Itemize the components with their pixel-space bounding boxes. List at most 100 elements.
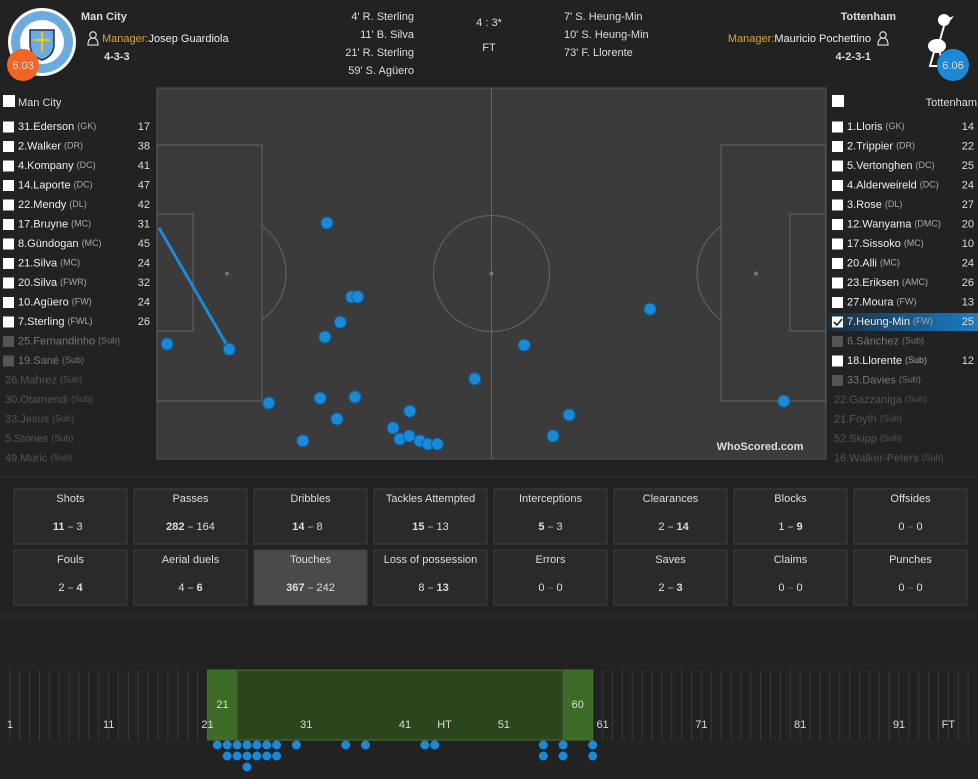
player: 17.Bruyne (MC) bbox=[18, 218, 91, 230]
stat-label: Offsides bbox=[890, 493, 931, 505]
timeline-tick-label: 51 bbox=[498, 719, 510, 731]
timeline-event bbox=[232, 751, 242, 761]
player-touches: 12 bbox=[962, 355, 974, 367]
stat-home: 0 bbox=[898, 521, 904, 533]
player: 20.Silva (FWR) bbox=[18, 277, 87, 289]
touch bbox=[296, 434, 310, 448]
player-name: 8.Gündogan bbox=[18, 238, 79, 250]
checkbox bbox=[832, 219, 843, 230]
player-touches: 32 bbox=[138, 277, 150, 289]
player-touches: 26 bbox=[138, 316, 150, 328]
six-yard-box bbox=[156, 213, 194, 332]
player: 26.Mahrez (Sub) bbox=[5, 374, 82, 386]
player: 18.Llorente (Sub) bbox=[847, 355, 927, 367]
player-position: (MC) bbox=[60, 258, 80, 268]
player: 1.Lloris (GK) bbox=[847, 121, 904, 133]
home-team-name: Man City bbox=[81, 11, 128, 23]
touch bbox=[562, 408, 576, 422]
player-touches: 24 bbox=[138, 257, 150, 269]
timeline-event bbox=[242, 740, 252, 750]
home-manager: Manager:Josep Guardiola bbox=[102, 33, 229, 45]
checkbox bbox=[3, 336, 14, 347]
player: 21.Silva (MC) bbox=[18, 257, 80, 269]
player-position: (MC) bbox=[904, 238, 924, 248]
player: 2.Walker (DR) bbox=[18, 140, 83, 152]
player-touches: 24 bbox=[962, 257, 974, 269]
timeline-event bbox=[242, 751, 252, 761]
centre-spot bbox=[489, 271, 494, 276]
player-position: (Sub) bbox=[60, 375, 82, 385]
timeline-event bbox=[252, 740, 262, 750]
player-name: 3.Rose bbox=[847, 199, 882, 211]
manager-icon bbox=[877, 31, 889, 46]
player-name: 2.Trippier bbox=[847, 140, 893, 152]
player: 4.Kompany (DC) bbox=[18, 160, 96, 172]
stat-away: 4 bbox=[77, 582, 84, 594]
checkbox bbox=[3, 258, 14, 269]
range-start-label: 21 bbox=[216, 699, 228, 711]
timeline-event bbox=[430, 740, 440, 750]
timeline-event bbox=[252, 751, 262, 761]
timeline-tick-label: 31 bbox=[300, 719, 312, 731]
touch bbox=[160, 337, 174, 351]
player-position: (FW) bbox=[72, 297, 92, 307]
player-name: 16.Walker-Peters bbox=[834, 452, 919, 464]
stat-away: 6 bbox=[197, 582, 203, 594]
player-name: 17.Sissoko bbox=[847, 238, 901, 250]
stat-label: Aerial duels bbox=[162, 554, 220, 566]
player: 6.Sánchez (Sub) bbox=[847, 335, 924, 347]
checkbox bbox=[832, 316, 843, 328]
stat-box bbox=[493, 488, 608, 545]
checkbox bbox=[3, 95, 15, 107]
player-name: 14.Laporte bbox=[18, 179, 71, 191]
player-name: 18.Llorente bbox=[847, 355, 902, 367]
player-touches: 24 bbox=[962, 179, 974, 191]
stat-box bbox=[853, 549, 968, 606]
touch bbox=[403, 404, 417, 418]
timeline-event bbox=[222, 751, 232, 761]
stat-home: 1 bbox=[778, 521, 784, 533]
player: 22.Gazzaniga (Sub) bbox=[834, 394, 927, 406]
stat-box bbox=[493, 549, 608, 606]
player-name: 31.Ederson bbox=[18, 121, 74, 133]
player: 4.Alderweireld (DC) bbox=[847, 179, 939, 191]
away-goal: 73' F. Llorente bbox=[564, 47, 633, 59]
timeline-event bbox=[420, 740, 430, 750]
player-position: (Sub) bbox=[880, 433, 902, 443]
timeline-tick-label: FT bbox=[942, 719, 956, 731]
player-name: 21.Foyth bbox=[834, 413, 877, 425]
checkbox bbox=[3, 277, 14, 289]
player-touches: 20 bbox=[962, 218, 974, 230]
player-position: (Sub) bbox=[98, 336, 120, 346]
player-name: 25.Fernandinho bbox=[18, 335, 95, 347]
player: 5.Stones (Sub) bbox=[5, 433, 73, 445]
stat-away: 3 bbox=[77, 521, 83, 533]
stat-label: Blocks bbox=[774, 493, 807, 505]
player-name: 21.Silva bbox=[18, 257, 58, 269]
range-end-label: 60 bbox=[572, 699, 584, 711]
stat-label: Fouls bbox=[57, 554, 84, 566]
stat-label: Errors bbox=[536, 554, 566, 566]
stat-home: 14 bbox=[292, 521, 305, 533]
home-formation: 4-3-3 bbox=[104, 51, 130, 63]
player: 52.Skipp (Sub) bbox=[834, 433, 902, 445]
touch bbox=[262, 396, 276, 410]
stat-away: 0 bbox=[557, 582, 563, 594]
stat-label: Clearances bbox=[643, 493, 699, 505]
stat-home: 0 bbox=[778, 582, 784, 594]
player-name: 33.Jesus bbox=[5, 413, 50, 425]
player: 2.Trippier (DR) bbox=[847, 140, 915, 152]
checkmark bbox=[833, 318, 843, 327]
player-position: (AMC) bbox=[902, 277, 928, 287]
player-position: (Sub) bbox=[880, 414, 902, 424]
row-highlight bbox=[828, 313, 978, 331]
icon-body bbox=[87, 37, 99, 46]
away-formation: 4-2-3-1 bbox=[836, 51, 871, 63]
touch bbox=[333, 315, 347, 329]
player-position: (Sub) bbox=[902, 336, 924, 346]
player: 23.Eriksen (AMC) bbox=[847, 277, 928, 289]
timeline-tick-label: 41 bbox=[399, 719, 411, 731]
stat-home: 2 bbox=[58, 582, 64, 594]
player-touches: 41 bbox=[138, 160, 150, 172]
timeline-event bbox=[538, 751, 548, 761]
